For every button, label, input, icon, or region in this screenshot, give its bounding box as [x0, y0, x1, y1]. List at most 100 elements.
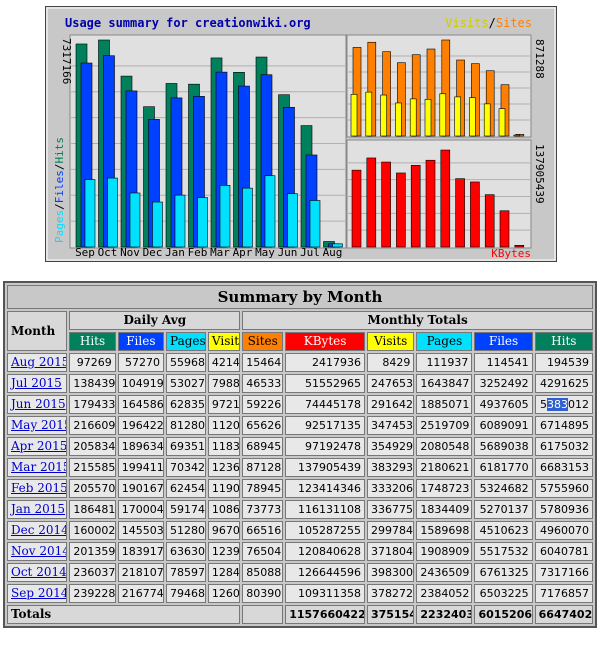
month-link[interactable]: Jan 2015 [11, 502, 66, 516]
daily-cell: 7988 [207, 374, 241, 393]
daily-cell: 69351 [166, 437, 206, 456]
x-tick-label: Dec [143, 246, 163, 259]
table-row: Feb 201520557019016762454119007894541234… [7, 479, 593, 498]
daily-cell: 10863 [207, 500, 241, 519]
month-link[interactable]: Sep 2014 [11, 586, 68, 600]
totals-pages: 22324033 [416, 605, 473, 624]
daily-cell: 218107 [117, 563, 165, 582]
bar-pages-dec [152, 201, 163, 248]
table-row: Apr 201520583418963469351118306894519719… [7, 437, 593, 456]
table-row: Sep 201423922821677479468126098039091093… [7, 584, 593, 603]
monthly-col-header-files: Files [474, 332, 533, 351]
monthly-cell: 336775 [366, 500, 415, 519]
x-tick-label: Jan [165, 246, 185, 259]
month-link[interactable]: Feb 2015 [11, 481, 68, 495]
bar-kbytes-jul [499, 210, 510, 248]
monthly-cell: 333206 [366, 479, 415, 498]
monthly-cell: 689451 [242, 437, 284, 456]
bar-visits-mar [439, 93, 447, 137]
month-link[interactable]: Nov 2014 [11, 544, 68, 558]
bar-pages-oct [107, 177, 118, 248]
monthly-cell: 51552965 [285, 374, 365, 393]
monthly-cell: 1908909 [416, 542, 473, 561]
monthly-cell: 383293 [366, 458, 415, 477]
daily-col-header-visits: Visits [207, 332, 241, 351]
monthly-cell: 5689038 [474, 437, 533, 456]
monthly-cell: 291642 [366, 395, 415, 414]
table-row: Jul 2015 13843910491953027798846533951552… [7, 374, 593, 393]
monthly-cell: 111937 [416, 353, 473, 372]
daily-cell: 11900 [207, 479, 241, 498]
monthly-col-header-visits: Visits [366, 332, 415, 351]
summary-table: Summary by Month Month Daily Avg Monthly… [3, 281, 597, 628]
monthly-cell: 6181770 [474, 458, 533, 477]
monthly-cell: 398300 [366, 563, 415, 582]
month-link[interactable]: Apr 2015 [11, 439, 68, 453]
monthly-cell: 789454 [242, 479, 284, 498]
monthly-cell: 737738 [242, 500, 284, 519]
bar-pages-jun [287, 193, 298, 248]
monthly-cell: 15464 [242, 353, 284, 372]
daily-cell: 9721 [207, 395, 241, 414]
bar-pages-jan [174, 194, 186, 248]
monthly-cell: 6503225 [474, 584, 533, 603]
monthly-cell: 1885071 [416, 395, 473, 414]
monthly-cell: 354929 [366, 437, 415, 456]
bar-visits-aug [513, 134, 521, 137]
month-link[interactable]: Jun 2015 [11, 397, 66, 411]
monthly-cell: 6683153 [534, 458, 593, 477]
monthly-totals-header: Monthly Totals [242, 311, 593, 330]
monthly-cell: 2384052 [416, 584, 473, 603]
totals-blank [242, 605, 284, 624]
monthly-cell: 465339 [242, 374, 284, 393]
daily-cell: 164586 [117, 395, 165, 414]
monthly-cell: 2180621 [416, 458, 473, 477]
monthly-cell: 378272 [366, 584, 415, 603]
monthly-cell: 6089091 [474, 416, 533, 435]
daily-cell: 190167 [117, 479, 165, 498]
month-link[interactable]: Mar 2015 [11, 460, 68, 474]
bar-kbytes-may [470, 181, 480, 248]
monthly-cell: 5755960 [534, 479, 593, 498]
monthly-cell: 871288 [242, 458, 284, 477]
chart-title: Usage summary for creationwiki.org [65, 16, 311, 30]
monthly-col-header-hits: Hits [534, 332, 593, 351]
left-legend: Pages/Files/Hits [53, 137, 66, 243]
month-link[interactable]: May 2015 [11, 418, 68, 432]
monthly-cell: 4510623 [474, 521, 533, 540]
daily-cell: 9670 [207, 521, 241, 540]
monthly-cell: 6040781 [534, 542, 593, 561]
daily-cell: 216774 [117, 584, 165, 603]
daily-col-header-hits: Hits [69, 332, 116, 351]
legend-visits: Visits [445, 16, 488, 30]
bar-pages-nov [129, 192, 141, 248]
monthly-cell: 371804 [366, 542, 415, 561]
monthly-col-header-pages: Pages [416, 332, 473, 351]
bar-kbytes-sep [351, 169, 362, 248]
monthly-cell: 5270137 [474, 500, 533, 519]
daily-cell: 104919 [117, 374, 165, 393]
daily-cell: 79468 [166, 584, 206, 603]
bar-kbytes-mar [440, 149, 451, 248]
month-link[interactable]: Jul 2015 [11, 376, 62, 390]
monthly-cell: 6761325 [474, 563, 533, 582]
monthly-col-header-kbytes: KBytes [285, 332, 365, 351]
month-link[interactable]: Dec 2014 [11, 523, 68, 537]
daily-cell: 55968 [166, 353, 206, 372]
monthly-cell: 2080548 [416, 437, 473, 456]
monthly-cell: 116131108 [285, 500, 365, 519]
daily-col-header-pages: Pages [166, 332, 206, 351]
month-link[interactable]: Aug 2015 [11, 355, 68, 369]
x-tick-label: Aug [323, 246, 343, 259]
table-row: Jun 201517943316458662835972159226774445… [7, 395, 593, 414]
daily-cell: 12364 [207, 458, 241, 477]
monthly-cell: 105287255 [285, 521, 365, 540]
bar-kbytes-nov [381, 161, 391, 248]
month-link[interactable]: Oct 2014 [11, 565, 67, 579]
table-row: Aug 2015 97269 57270 55968 4214 15464 2417936 8… [7, 353, 593, 372]
monthly-cell: 299784 [366, 521, 415, 540]
monthly-cell: 3252492 [474, 374, 533, 393]
x-tick-label: Jul [300, 246, 320, 259]
monthly-cell: 2436509 [416, 563, 473, 582]
